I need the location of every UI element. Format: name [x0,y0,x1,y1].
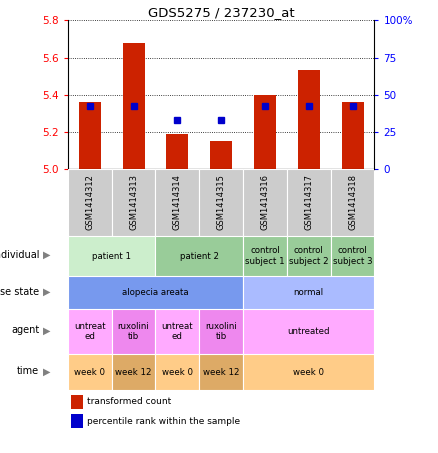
Bar [155,236,243,276]
Bar [123,43,145,169]
Bar [331,169,374,236]
Bar [199,169,243,236]
Bar [331,236,374,276]
Bar [68,354,112,390]
Bar [243,276,374,309]
Text: ruxolini
tib: ruxolini tib [205,322,237,341]
Text: transformed count: transformed count [87,397,171,406]
Bar [243,236,287,276]
Bar [155,354,199,390]
Text: ▶: ▶ [43,250,50,260]
Bar [68,236,155,276]
Bar [298,71,320,169]
Bar [243,309,374,354]
Text: individual: individual [0,250,39,260]
Text: ruxolini
tib: ruxolini tib [118,322,149,341]
Text: ▶: ▶ [43,366,50,376]
Text: control
subject 3: control subject 3 [333,246,372,266]
Text: control
subject 1: control subject 1 [245,246,285,266]
Bar [112,309,155,354]
Text: week 0: week 0 [162,368,193,377]
Text: GSM1414313: GSM1414313 [129,174,138,230]
Text: week 12: week 12 [203,368,240,377]
Text: GSM1414318: GSM1414318 [348,174,357,230]
Bar [68,309,112,354]
Text: week 0: week 0 [74,368,105,377]
Bar [166,134,188,169]
Bar [68,169,112,236]
Text: untreat
ed: untreat ed [162,322,193,341]
Text: GSM1414316: GSM1414316 [261,174,269,230]
Bar [210,141,232,169]
Text: normal: normal [294,288,324,297]
Text: GSM1414312: GSM1414312 [85,174,94,230]
Bar [79,102,101,169]
Text: GSM1414317: GSM1414317 [304,174,313,230]
Text: week 12: week 12 [115,368,152,377]
Bar [342,102,364,169]
Text: untreated: untreated [287,327,330,336]
Text: week 0: week 0 [293,368,324,377]
Text: ▶: ▶ [43,325,50,335]
Text: patient 2: patient 2 [180,251,219,260]
Bar [254,95,276,169]
Text: time: time [17,366,39,376]
Bar [243,354,374,390]
Text: untreat
ed: untreat ed [74,322,106,341]
Text: alopecia areata: alopecia areata [122,288,189,297]
Title: GDS5275 / 237230_at: GDS5275 / 237230_at [148,6,294,19]
Bar [155,169,199,236]
Bar [199,309,243,354]
Bar [112,169,155,236]
Bar [199,354,243,390]
Bar [71,414,83,428]
Text: control
subject 2: control subject 2 [289,246,328,266]
Text: patient 1: patient 1 [92,251,131,260]
Bar [287,236,331,276]
Bar [71,395,83,409]
Text: GSM1414315: GSM1414315 [217,174,226,230]
Text: GSM1414314: GSM1414314 [173,174,182,230]
Bar [155,309,199,354]
Text: disease state: disease state [0,287,39,297]
Text: agent: agent [11,325,39,335]
Text: percentile rank within the sample: percentile rank within the sample [87,417,240,426]
Bar [243,169,287,236]
Bar [112,354,155,390]
Bar [68,276,243,309]
Bar [287,169,331,236]
Text: ▶: ▶ [43,287,50,297]
